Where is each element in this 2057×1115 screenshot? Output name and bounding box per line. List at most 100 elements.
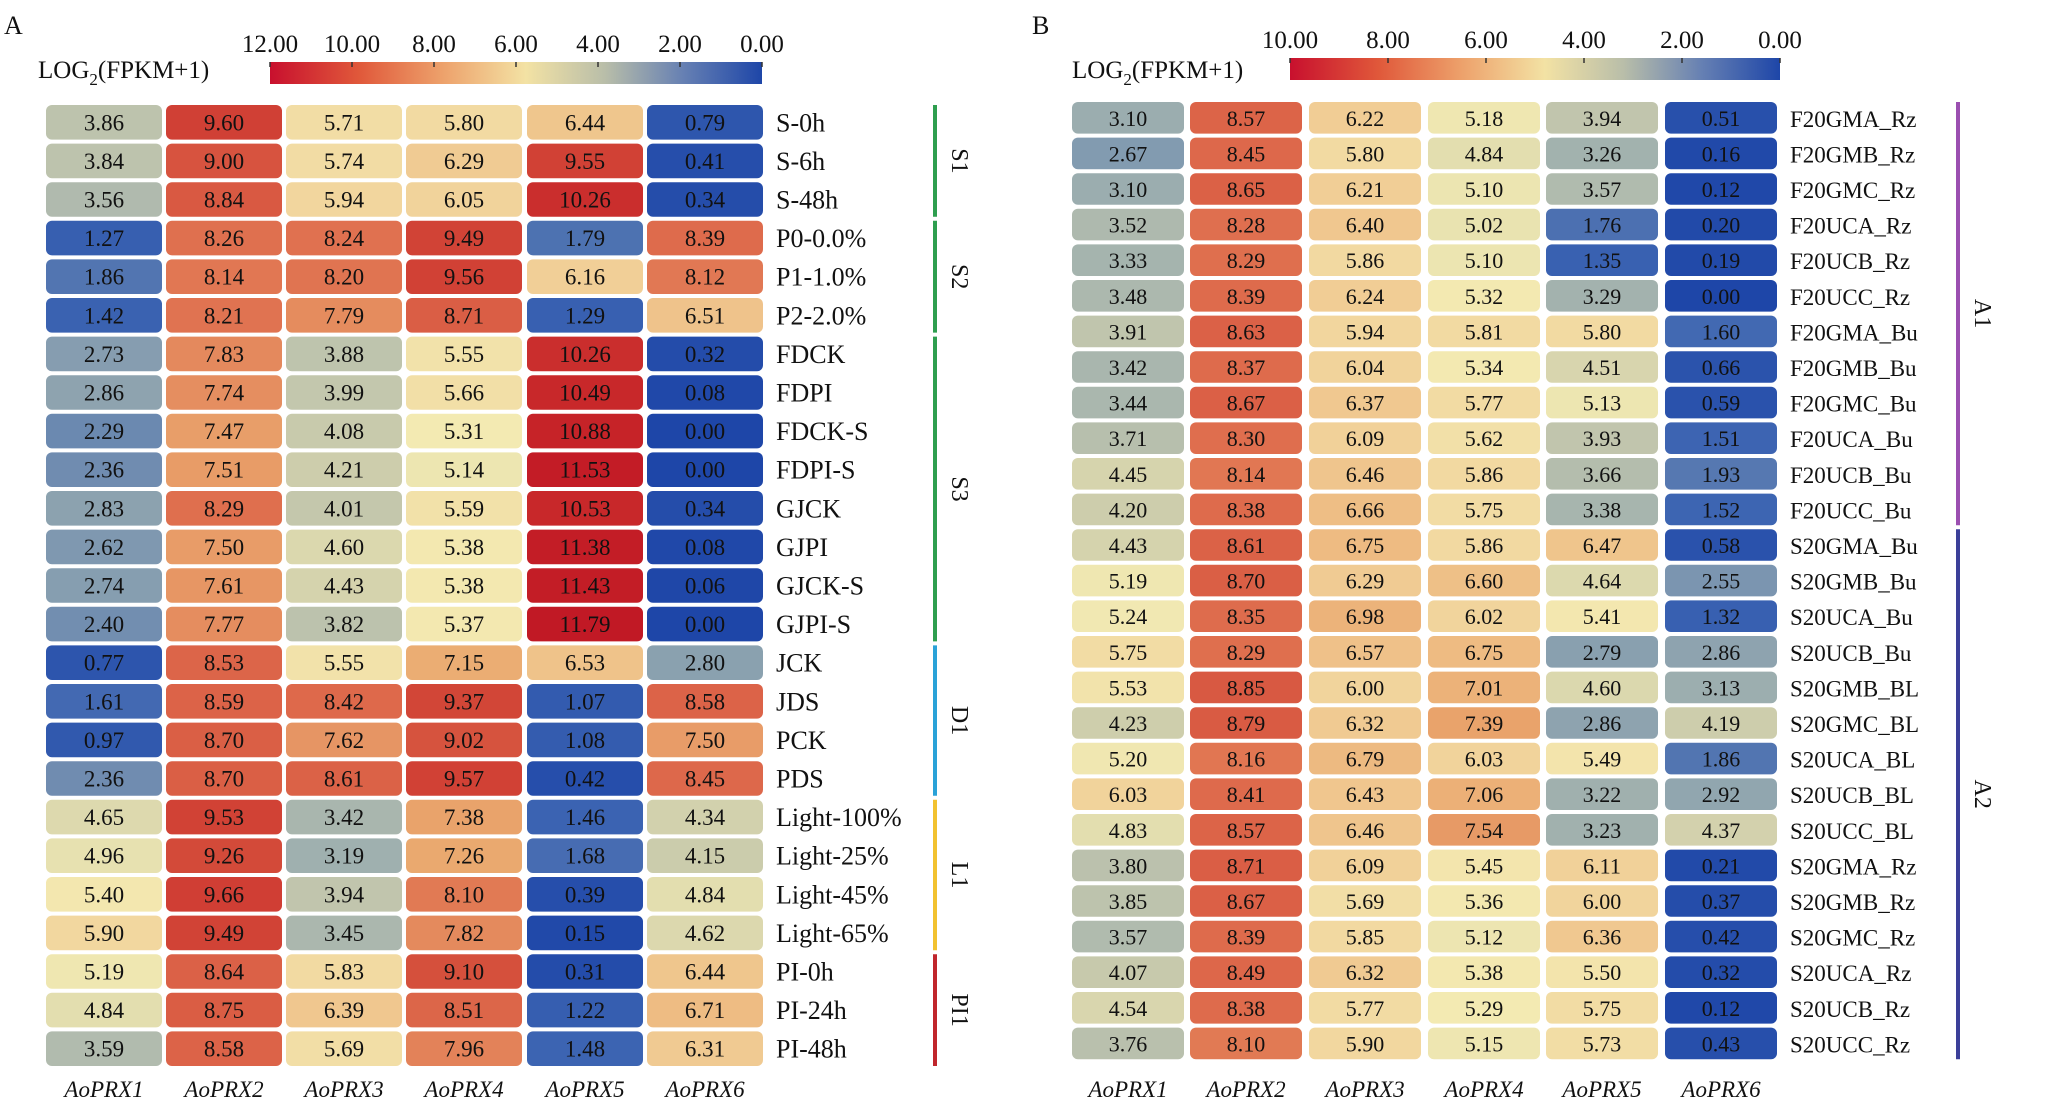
heatmap-cell [1546,137,1658,170]
cell-value-label: 1.22 [565,998,605,1023]
heatmap-cell [1190,778,1302,810]
heatmap-cell [1665,493,1777,526]
cell-value-label: 9.00 [204,149,244,174]
heatmap-cell [647,182,763,217]
heatmap-cell [406,105,522,140]
cell-value-label: 6.37 [1346,391,1385,416]
cell-value-label: 3.57 [1109,925,1148,950]
row-label: PI-24h [776,996,847,1025]
cell-value-label: 11.53 [560,458,611,483]
heatmap-cell [1665,707,1777,739]
heatmap-cell [1190,351,1302,383]
cell-value-label: 8.67 [1227,391,1266,416]
heatmap-cell [1428,671,1540,704]
cell-value-label: 1.42 [84,303,124,328]
cell-value-label: 3.22 [1583,782,1622,807]
heatmap-cell [1428,208,1540,241]
cell-value-label: 5.77 [1465,391,1504,416]
heatmap-cell [1190,814,1302,846]
colorbar-title: LOG2(FPKM+1) [1072,57,1243,89]
colorbar-tick-label: 10.00 [1262,27,1318,54]
heatmap-cell [46,799,162,835]
heatmap-cell [1665,564,1777,597]
heatmap-cell [46,220,162,256]
heatmap-cell [1190,280,1302,312]
colorbar [270,62,762,84]
cell-value-label: 0.59 [1702,391,1741,416]
cell-value-label: 5.75 [1109,640,1148,665]
heatmap-cell [1665,778,1777,810]
cell-value-label: 5.80 [444,110,484,135]
column-label: AoPRX3 [1323,1077,1404,1102]
heatmap-cell [1428,1027,1540,1060]
heatmap-cell [1072,102,1184,134]
heatmap-cell [1072,137,1184,170]
heatmap-cell [1428,600,1540,632]
group-label: PI1 [946,993,972,1026]
cell-value-label: 5.77 [1346,996,1385,1021]
cell-value-label: 5.13 [1583,391,1622,416]
cell-value-label: 6.32 [1346,711,1385,736]
cell-value-label: 5.24 [1109,604,1148,629]
cell-value-label: 0.08 [685,381,725,406]
cell-value-label: 8.29 [1227,248,1266,273]
cell-value-label: 8.38 [1227,497,1266,522]
cell-value-label: 7.77 [204,612,244,637]
heatmap-cell [1665,137,1777,170]
heatmap-cell [1546,814,1658,846]
cell-value-label: 6.53 [565,651,605,676]
cell-value-label: 7.96 [444,1037,484,1062]
heatmap-cell [406,336,522,372]
row-label: F20GMA_Bu [1790,320,1918,345]
heatmap-cell [647,105,763,140]
row-label: PI-48h [776,1035,847,1064]
heatmap-cell [406,298,522,333]
heatmap-cell [286,1031,402,1066]
heatmap-cell [286,568,402,603]
heatmap-cell [166,298,282,333]
cell-value-label: 4.60 [1583,675,1622,700]
heatmap-cell [166,336,282,372]
heatmap-cell [286,491,402,526]
heatmap-cell [286,684,402,719]
heatmap-cell [46,954,162,989]
cell-value-label: 4.23 [1109,711,1148,736]
cell-value-label: 5.02 [1465,213,1504,238]
cell-value-label: 8.26 [204,226,244,251]
heatmap-cell [1072,1027,1184,1060]
heatmap-cell [1309,173,1421,205]
cell-value-label: 0.39 [565,882,605,907]
cell-value-label: 6.32 [1346,960,1385,985]
group-label: S2 [946,264,972,289]
heatmap-cell [527,606,643,642]
heatmap-cell [1546,920,1658,953]
heatmap-cell [406,606,522,642]
colorbar-title-rest: (FPKM+1) [98,57,209,84]
heatmap-cell [286,259,402,294]
cell-value-label: 5.55 [444,342,484,367]
row-label: S20GMA_Bu [1790,534,1918,559]
cell-value-label: 8.14 [1227,462,1266,487]
heatmap-cell [166,491,282,526]
column-label: AoPRX1 [1086,1077,1167,1102]
heatmap-cell [1072,493,1184,526]
cell-value-label: 0.19 [1702,248,1741,273]
heatmap-cell [1190,992,1302,1024]
cell-value-label: 4.21 [324,458,364,483]
cell-value-label: 6.51 [685,303,725,328]
cell-value-label: 6.44 [565,110,606,135]
cell-value-label: 6.47 [1583,533,1622,558]
cell-value-label: 2.40 [84,612,124,637]
heatmap-cell [1665,885,1777,917]
cell-value-label: 9.53 [204,805,244,830]
cell-value-label: 5.45 [1465,853,1504,878]
heatmap-cell [1428,102,1540,134]
heatmap-cell [1072,920,1184,953]
heatmap-cell [1072,173,1184,205]
heatmap-cell [1428,778,1540,810]
cell-value-label: 5.90 [1346,1031,1385,1056]
cell-value-label: 8.37 [1227,355,1266,380]
heatmap-cell [1665,244,1777,276]
heatmap-cell [1428,885,1540,917]
